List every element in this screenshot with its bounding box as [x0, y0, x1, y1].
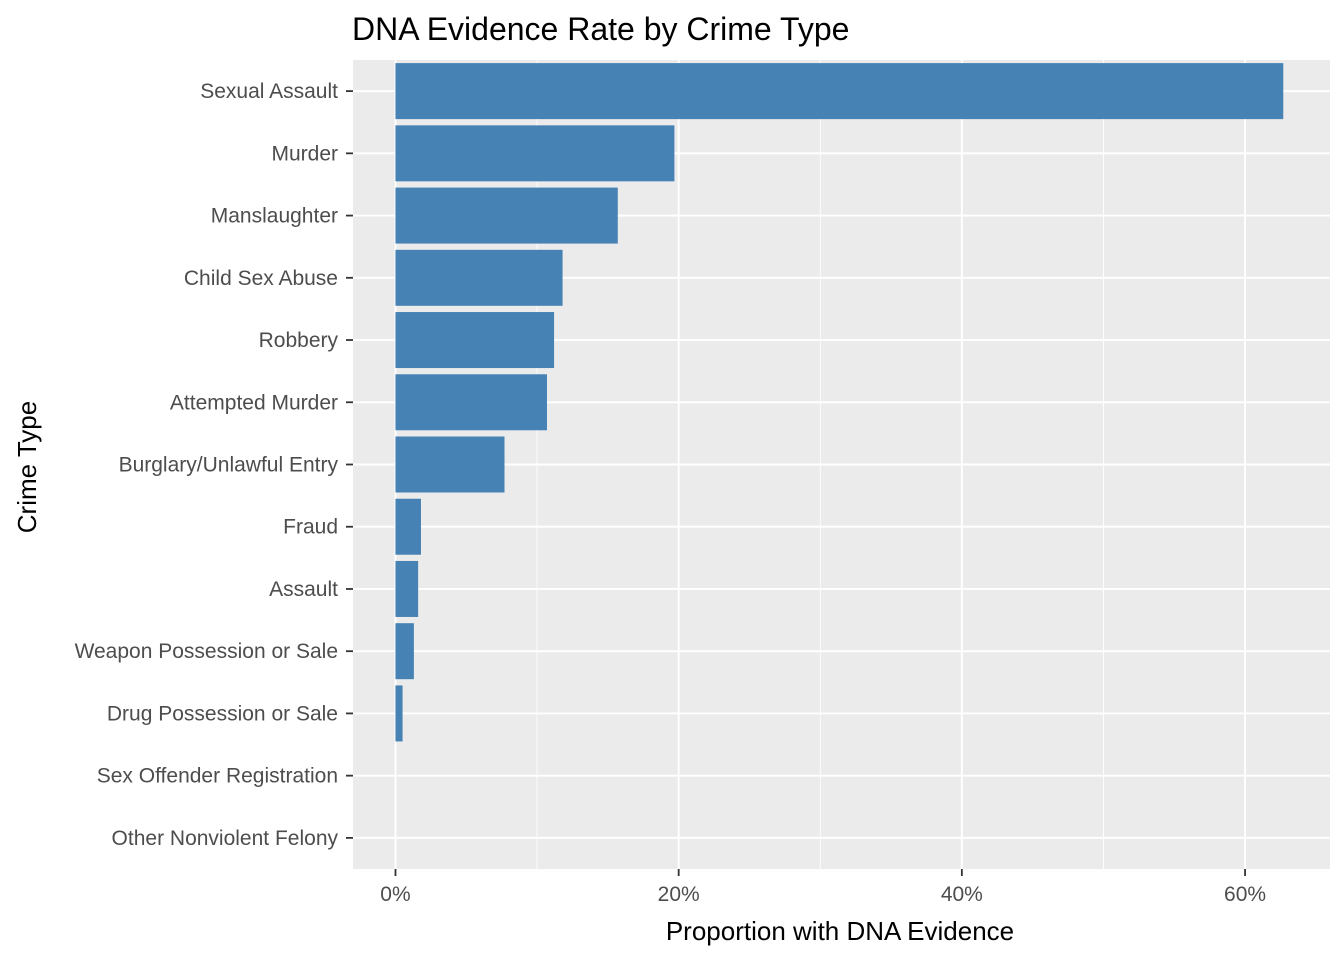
y-tick-label: Child Sex Abuse — [184, 267, 338, 290]
bar — [395, 63, 1284, 120]
y-axis: Sexual Assault Murder Manslaughter Child Se… — [75, 80, 353, 850]
x-tick-label: 40% — [941, 883, 983, 906]
x-axis-title: Proportion with DNA Evidence — [666, 916, 1014, 946]
x-tick-label: 20% — [658, 883, 700, 906]
y-tick-label: Robbery — [259, 329, 339, 352]
bar — [395, 498, 421, 555]
bar — [395, 125, 675, 182]
y-tick-label: Sex Offender Registration — [97, 765, 338, 788]
y-tick-label: Attempted Murder — [170, 391, 338, 414]
y-tick-label: Manslaughter — [211, 205, 338, 228]
x-tick-label: 0% — [380, 883, 410, 906]
y-tick-label: Weapon Possession or Sale — [75, 640, 338, 663]
y-tick-label: Other Nonviolent Felony — [112, 827, 339, 850]
bar — [395, 312, 555, 369]
bar-series — [395, 63, 1284, 742]
x-axis: 0% 20% 40% 60% — [380, 869, 1266, 906]
bar — [395, 374, 547, 431]
bar — [395, 187, 618, 244]
chart-title: DNA Evidence Rate by Crime Type — [352, 11, 849, 47]
bar — [395, 560, 419, 617]
y-tick-label: Sexual Assault — [200, 80, 338, 103]
bar — [395, 623, 414, 680]
y-tick-label: Assault — [269, 578, 338, 601]
x-tick-label: 60% — [1224, 883, 1266, 906]
bar — [395, 249, 563, 306]
y-tick-label: Drug Possession or Sale — [107, 702, 338, 725]
y-tick-label: Murder — [271, 142, 338, 165]
y-tick-label: Burglary/Unlawful Entry — [119, 454, 339, 477]
y-tick-label: Fraud — [283, 516, 338, 539]
y-axis-title: Crime Type — [12, 401, 42, 533]
bar — [395, 436, 505, 493]
bar — [395, 685, 403, 742]
